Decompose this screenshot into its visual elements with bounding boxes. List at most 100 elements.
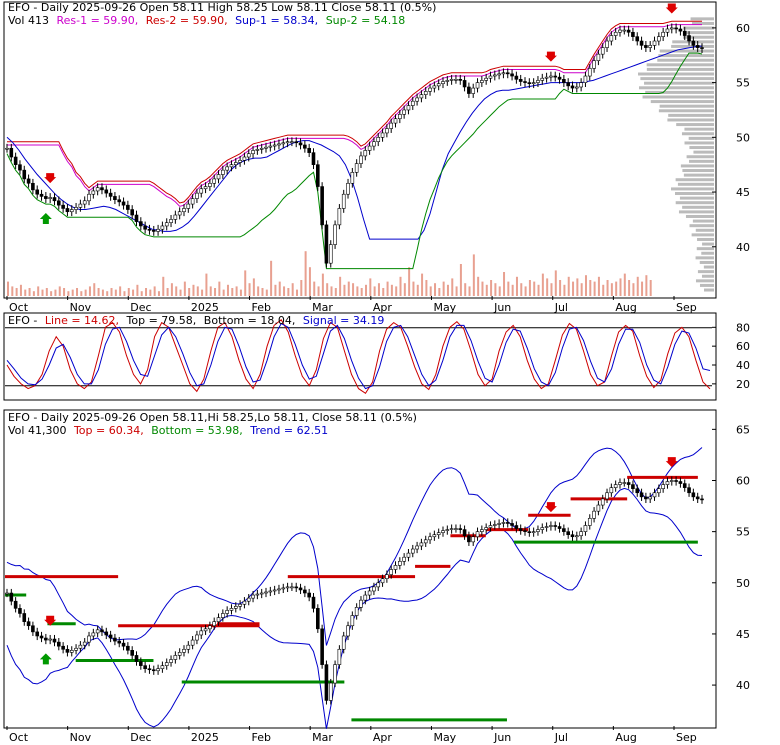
volume-bar	[507, 281, 510, 296]
volume-profile-bar	[639, 86, 714, 90]
trend-candle-body	[600, 498, 605, 506]
volume-bar	[226, 284, 229, 296]
candle-body	[622, 29, 627, 32]
price-xtick-label: Feb	[252, 301, 271, 314]
trend-title: EFO - Daily 2025-09-26 Open 58.11,Hi 58.…	[8, 411, 417, 424]
volume-bar	[382, 288, 385, 296]
volume-bar	[339, 276, 342, 296]
volume-bar	[270, 260, 273, 296]
trend-candle-body	[562, 528, 566, 532]
volume-profile-bar	[684, 141, 714, 145]
volume-bar	[399, 276, 402, 296]
volume-profile-bar	[646, 63, 714, 67]
volume-bar	[546, 278, 549, 296]
trend-ytick-label: 60	[736, 474, 750, 487]
trend-candle-body	[95, 629, 100, 634]
trend-candle-body	[13, 600, 18, 609]
stoch-ytick-label: 40	[736, 359, 750, 372]
trend-candle-body	[212, 621, 217, 627]
trend-candle-body	[259, 592, 264, 595]
trend-top-label: Top = 60.34,	[73, 424, 144, 437]
trend-candle-body	[432, 534, 437, 538]
volume-profile-bar	[659, 104, 714, 108]
volume-bar	[472, 254, 475, 296]
volume-bar	[593, 281, 596, 296]
volume-bar	[32, 291, 35, 296]
trend-candle-body	[669, 480, 674, 482]
trend-candle-body	[445, 529, 450, 531]
volume-bar	[7, 281, 9, 296]
stochastic-plot	[5, 319, 712, 395]
trend-candle-body	[661, 484, 665, 489]
trend-candle-body	[190, 639, 195, 646]
volume-bar	[157, 291, 160, 296]
trend-ytick-label: 50	[736, 577, 750, 590]
candle-body	[432, 85, 437, 89]
volume-bar	[468, 286, 471, 296]
candle-body	[285, 141, 290, 144]
candle-body	[100, 187, 104, 191]
trend-xtick-label: Mar	[312, 731, 333, 744]
trend-candle-body	[695, 496, 700, 500]
candle-body	[212, 178, 217, 184]
candle-body	[600, 47, 605, 55]
volume-bar	[572, 281, 575, 296]
candle-body	[238, 160, 242, 163]
candle-body	[52, 197, 57, 202]
volume-bar	[459, 264, 462, 296]
trend-candle-body	[467, 535, 471, 543]
volume-profile-bar	[702, 242, 714, 246]
volume-profile-bar	[690, 17, 714, 21]
trend-candle-body	[303, 589, 307, 594]
trend-candle-body	[290, 586, 294, 589]
trend-xtick-label: Aug	[615, 731, 636, 744]
trend-candle-body	[566, 531, 570, 536]
candle-body	[428, 87, 432, 92]
trend-candle-body	[700, 498, 704, 501]
volume-profile-bar	[683, 35, 714, 39]
trend-candle-body	[173, 655, 178, 660]
candle-body	[74, 207, 78, 210]
trend-candle-body	[203, 628, 208, 632]
trend-candle-body	[505, 522, 510, 524]
volume-bar	[520, 283, 523, 296]
volume-bar	[490, 280, 493, 296]
volume-bar	[589, 280, 592, 296]
trend-candle-body	[337, 648, 342, 665]
price-xtick-label: Jul	[554, 301, 568, 314]
candle-body	[372, 141, 376, 147]
volume-bar	[602, 284, 605, 296]
volume-bar	[326, 283, 329, 296]
trend-candle-body	[514, 525, 519, 529]
volume-bar	[76, 288, 79, 296]
trend-candle-body	[108, 634, 113, 639]
trend-candle-body	[678, 481, 683, 484]
volume-profile-bar	[691, 233, 714, 237]
trend-candle-body	[657, 488, 661, 494]
volume-bar	[97, 288, 100, 296]
trend-candle-body	[160, 665, 165, 670]
candle-body	[91, 190, 96, 195]
volume-bar	[438, 288, 441, 296]
trend-candle-body	[221, 613, 225, 618]
volume-bar	[308, 267, 311, 296]
trend-lower-line	[6, 487, 703, 729]
trend-candle-body	[147, 668, 152, 671]
volume-bar	[153, 286, 156, 296]
volume-bar	[373, 286, 376, 296]
trend-candle-body	[5, 592, 9, 595]
candle-body	[475, 82, 480, 89]
candle-body	[190, 198, 195, 205]
trend-sell-arrow	[544, 502, 557, 513]
volume-profile-bar	[689, 146, 714, 150]
trend-candle-body	[100, 629, 104, 633]
volume-bar	[205, 273, 208, 296]
volume-bar	[313, 281, 316, 296]
trend-candle-body	[65, 648, 70, 653]
trend-candle-body	[251, 594, 255, 599]
candle-body	[82, 200, 87, 205]
volume-bar	[300, 280, 303, 296]
trend-candle-body	[121, 642, 126, 647]
candle-body	[151, 230, 156, 232]
trend-vol-label: Vol 41,300	[8, 424, 66, 437]
